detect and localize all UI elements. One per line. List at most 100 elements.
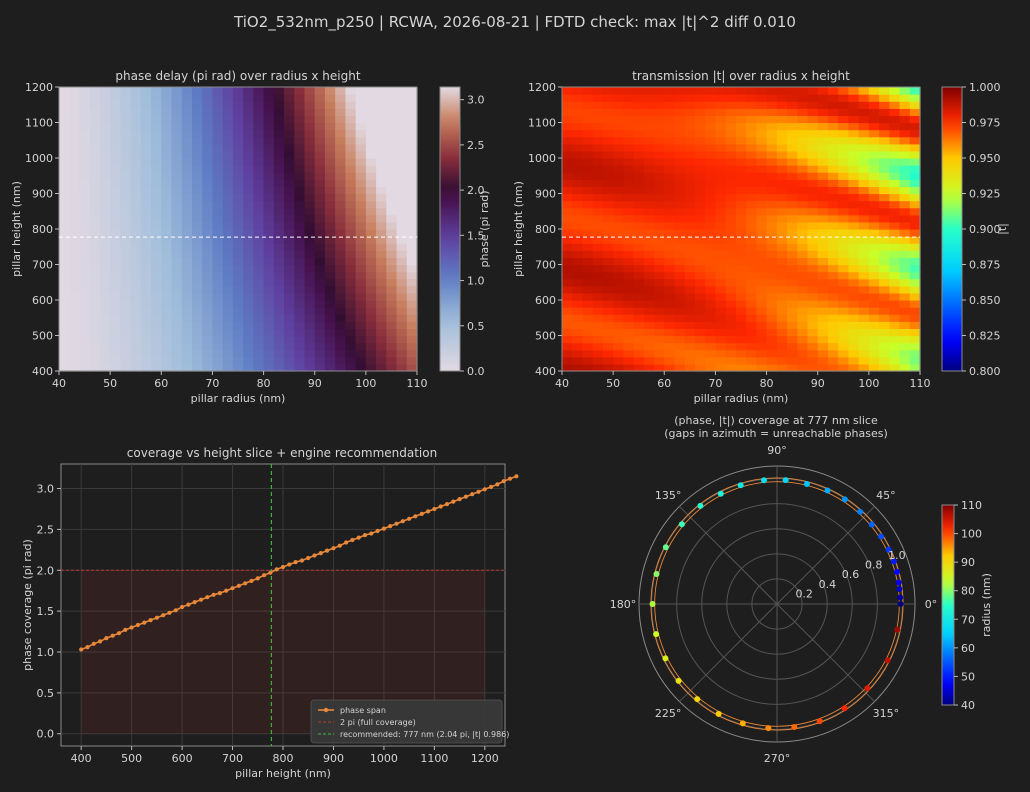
heatmap-cell [623,101,635,109]
heatmap-cell [202,221,214,230]
heatmap-cell [735,307,747,315]
heatmap-cell [899,158,911,166]
heatmap-cell [756,101,768,109]
polar-angle-label: 180° [610,598,637,611]
phase-span-point [451,499,456,504]
heatmap-cell [161,200,173,209]
heatmap-cell [725,363,737,372]
heatmap-cell [868,179,880,187]
heatmap-cell [838,285,849,294]
heatmap-cell [59,328,70,337]
heatmap-cell [273,158,285,166]
heatmap-cell [202,207,214,216]
heatmap-cell [899,250,911,258]
heatmap-cell [643,356,655,365]
heatmap-cell [817,300,829,308]
heatmap-cell [140,129,152,138]
heatmap-cell [602,271,614,280]
heatmap-cell [797,342,809,351]
heatmap-cell [110,349,121,358]
heatmap-cell [181,292,193,301]
heatmap-cell [827,158,839,166]
heatmap-cell [776,278,788,287]
heatmap-cell [674,292,686,301]
heatmap-cell [592,179,604,187]
heatmap-cell [848,264,860,273]
heatmap-cell [766,300,778,308]
coverage-title: coverage vs height slice + engine recomm… [127,446,437,460]
heatmap-cell [746,349,757,358]
heatmap-cell [766,129,778,138]
heatmap-cell [705,335,717,344]
heatmap-cell [582,122,594,131]
heatmap-cell [284,243,295,251]
heatmap-cell [654,285,665,294]
heatmap-cell [848,307,860,315]
heatmap-cell [838,115,849,124]
heatmap-cell [99,143,111,152]
heatmap-cell [202,300,214,308]
heatmap-cell [130,179,142,187]
heatmap-cell [243,101,254,109]
heatmap-cell [643,363,655,372]
heatmap-cell [776,143,788,152]
heatmap-cell [756,179,768,187]
heatmap-cell [99,292,111,301]
heatmap-cell [674,243,686,251]
y-tick-label: 500 [535,330,556,343]
heatmap-cell [868,200,880,209]
heatmap-cell [592,136,604,145]
heatmap-cell [243,328,254,337]
heatmap-cell [69,335,81,344]
heatmap-cell [243,236,254,244]
heatmap-cell [222,314,234,322]
heatmap-cell [99,257,111,266]
heatmap-cell [365,193,377,202]
heatmap-cell [858,158,870,166]
heatmap-cell [633,271,645,280]
heatmap-cell [654,165,665,173]
heatmap-cell [79,349,91,358]
heatmap-cell [181,150,193,159]
heatmap-cell [623,264,635,273]
heatmap-cell [365,264,377,273]
t-colorbar-ticks: 0.8000.8250.8500.8750.9000.9250.9500.975… [962,81,1001,378]
heatmap-cell [355,165,367,173]
heatmap-cell [746,207,757,216]
polar-point [894,626,901,633]
heatmap-cell [181,221,193,230]
heatmap-cell [79,172,91,180]
heatmap-cell [889,356,901,365]
heatmap-cell [562,193,573,202]
heatmap-cell [376,328,387,337]
heatmap-cell [161,108,173,116]
heatmap-cell [396,150,408,159]
heatmap-cell [899,356,911,365]
heatmap-cell [314,129,326,138]
heatmap-cell [725,214,737,223]
heatmap-cell [572,94,584,102]
heatmap-cell [59,108,70,116]
heatmap-cell [120,221,132,230]
heatmap-cell [807,271,819,280]
heatmap-cell [623,363,635,372]
heatmap-cell [735,342,747,351]
phase-span-point [186,602,191,607]
heatmap-cell [766,136,778,145]
heatmap-cell [161,264,173,273]
heatmap-cell [345,165,357,173]
heatmap-cell [181,300,193,308]
heatmap-cell [355,300,367,308]
heatmap-cell [212,335,224,344]
heatmap-cell [715,236,727,244]
phase-span-point [192,600,197,605]
heatmap-cell [654,321,665,329]
heatmap-cell [140,172,152,180]
heatmap-cell [59,207,70,216]
coverage-x-ticks: 400 500 600 700 800 900 1000 1100 1200 [71,746,499,765]
heatmap-cell [725,250,737,258]
heatmap-cell [684,214,696,223]
heatmap-cell [130,356,142,365]
phase-span-point [198,597,204,602]
heatmap-cell [202,108,214,116]
